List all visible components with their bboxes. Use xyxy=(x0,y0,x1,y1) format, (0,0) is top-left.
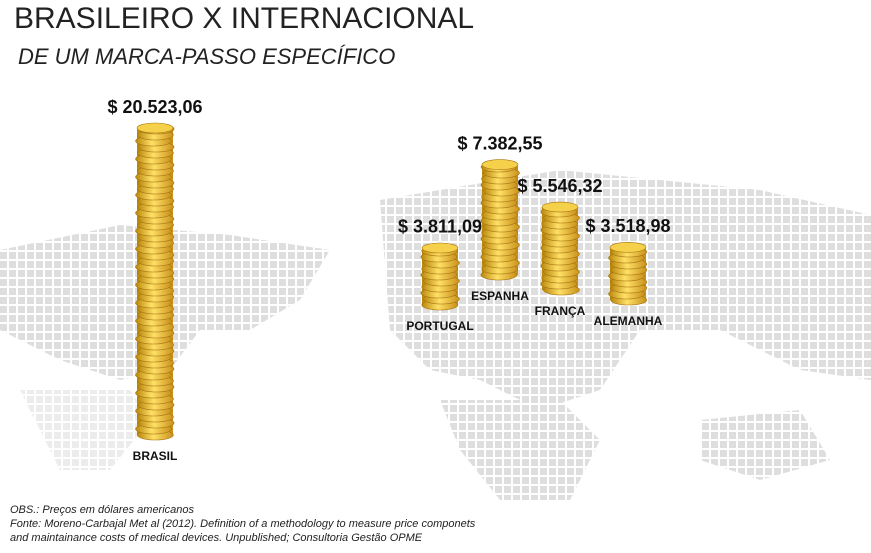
value-label: $ 7.382,55 xyxy=(457,133,542,153)
chart-subtitle: DE UM MARCA-PASSO ESPECÍFICO xyxy=(18,44,395,69)
category-label: FRANÇA xyxy=(535,304,586,318)
category-label: ALEMANHA xyxy=(594,314,663,328)
coin-stack xyxy=(420,242,460,311)
note: OBS.: Preços em dólares americanos xyxy=(10,504,195,516)
coin-top xyxy=(136,122,174,134)
coin-top xyxy=(421,242,459,254)
coin-stack xyxy=(135,122,175,441)
note: Fonte: Moreno-Carbajal Met al (2012). De… xyxy=(10,518,476,530)
coin-top xyxy=(609,242,647,253)
coin-stack xyxy=(608,242,648,306)
value-label: $ 3.811,09 xyxy=(398,217,482,237)
value-label: $ 20.523,06 xyxy=(107,97,202,117)
note: and maintainance costs of medical device… xyxy=(10,532,423,544)
coin-stack xyxy=(480,159,520,281)
value-label: $ 3.518,98 xyxy=(585,216,670,236)
value-label: $ 5.546,32 xyxy=(517,176,602,196)
chart-title: BRASILEIRO X INTERNACIONAL xyxy=(14,2,474,35)
coin-top xyxy=(541,201,579,213)
category-label: BRASIL xyxy=(133,449,178,463)
category-label: ESPANHA xyxy=(471,289,529,303)
coin-top xyxy=(481,159,519,170)
coin-stack xyxy=(540,201,580,296)
category-label: PORTUGAL xyxy=(406,319,473,333)
